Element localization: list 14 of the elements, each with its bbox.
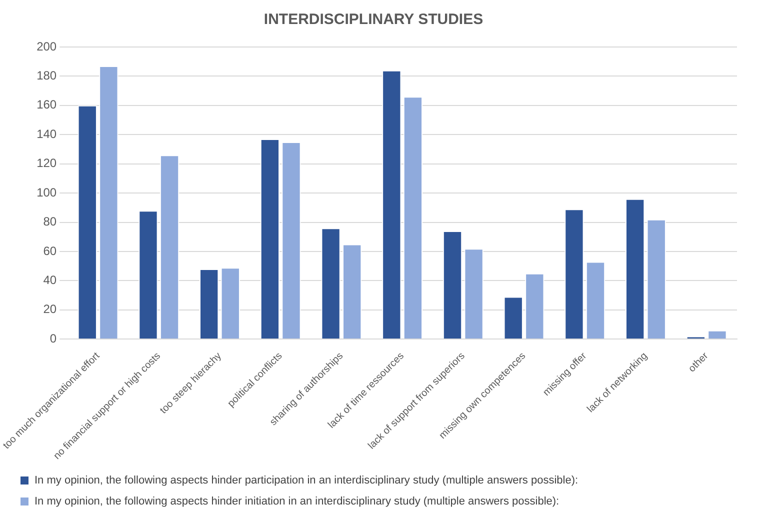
y-tick-label: 120 — [36, 156, 57, 170]
y-tick-label: 100 — [36, 185, 57, 200]
legend-label: In my opinion, the following aspects hinder initiation in an interdisciplinary study (multiple answers possible): — [34, 496, 560, 508]
y-tick-label: 60 — [43, 244, 57, 258]
y-tick-label: 80 — [43, 214, 57, 229]
y-tick-label: 40 — [43, 273, 57, 288]
y-tick-label: 160 — [36, 98, 57, 112]
y-tick-label: 200 — [36, 39, 57, 54]
legend-label: In my opinion, the following aspects hinder participation in an interdisciplinary study (multiple answers possible): — [34, 474, 578, 487]
y-tick-label: 0 — [50, 331, 57, 346]
y-tick-label: 140 — [36, 126, 57, 141]
y-tick-label: 180 — [36, 68, 57, 83]
chart-title: INTERDISCIPLINARY STUDIES — [264, 11, 484, 28]
y-tick-label: 20 — [43, 302, 57, 316]
